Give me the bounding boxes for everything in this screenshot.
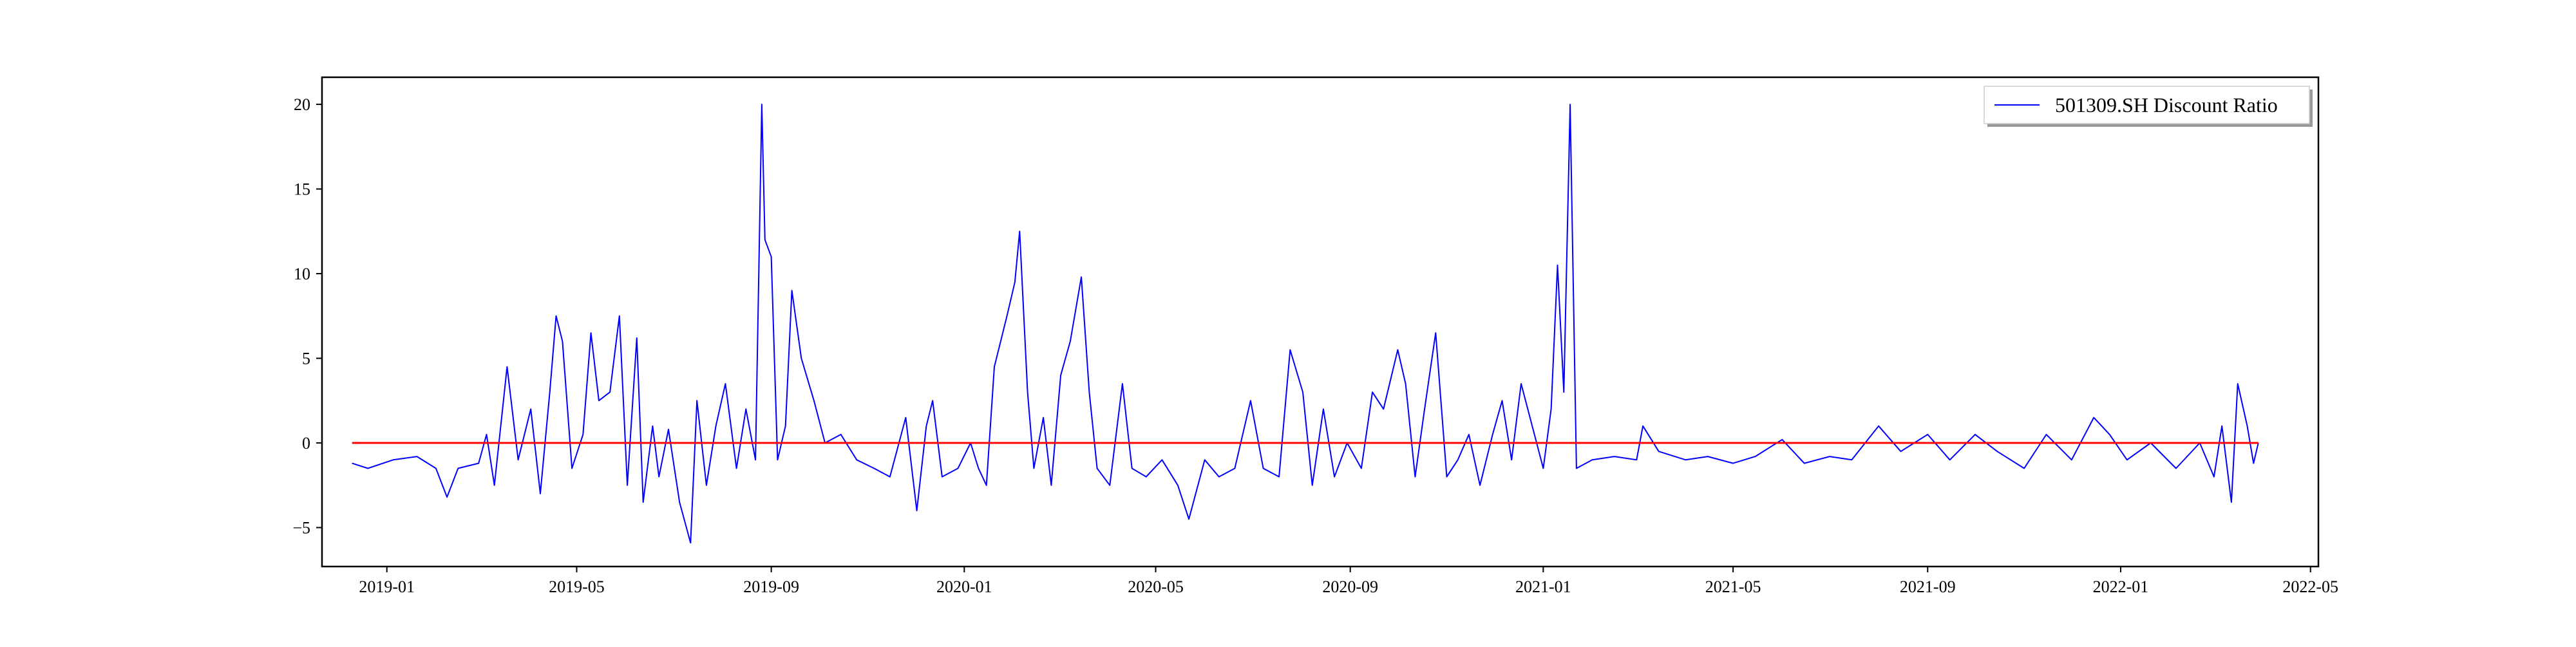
plot-frame [321, 76, 2320, 568]
y-tick-label: 15 [294, 180, 310, 199]
legend-label: 501309.SH Discount Ratio [2055, 93, 2278, 117]
x-tick-label: 2019-09 [743, 577, 799, 596]
y-tick-label: 10 [294, 265, 310, 283]
plot-area [352, 104, 2259, 544]
discount-ratio-line [352, 104, 2259, 544]
legend: 501309.SH Discount Ratio [1984, 86, 2313, 127]
axes: 2019-01 2019-05 2019-09 2020-01 2020-05 2020-… [292, 95, 2338, 596]
y-tick-label: −5 [292, 519, 310, 538]
x-tick-label: 2020-01 [936, 577, 992, 596]
x-tick-label: 2020-05 [1128, 577, 1184, 596]
x-tick-label: 2022-01 [2093, 577, 2149, 596]
y-tick-label: 0 [302, 434, 310, 453]
x-tick-label: 2021-01 [1515, 577, 1571, 596]
x-tick-label: 2019-05 [549, 577, 605, 596]
x-tick-label: 2020-09 [1322, 577, 1378, 596]
x-tick-label: 2021-09 [1900, 577, 1956, 596]
x-tick-label: 2022-05 [2282, 577, 2338, 596]
x-tick-label: 2019-01 [359, 577, 415, 596]
y-tick-label: 20 [294, 95, 310, 114]
y-tick-label: 5 [302, 350, 310, 368]
x-tick-label: 2021-05 [1705, 577, 1761, 596]
